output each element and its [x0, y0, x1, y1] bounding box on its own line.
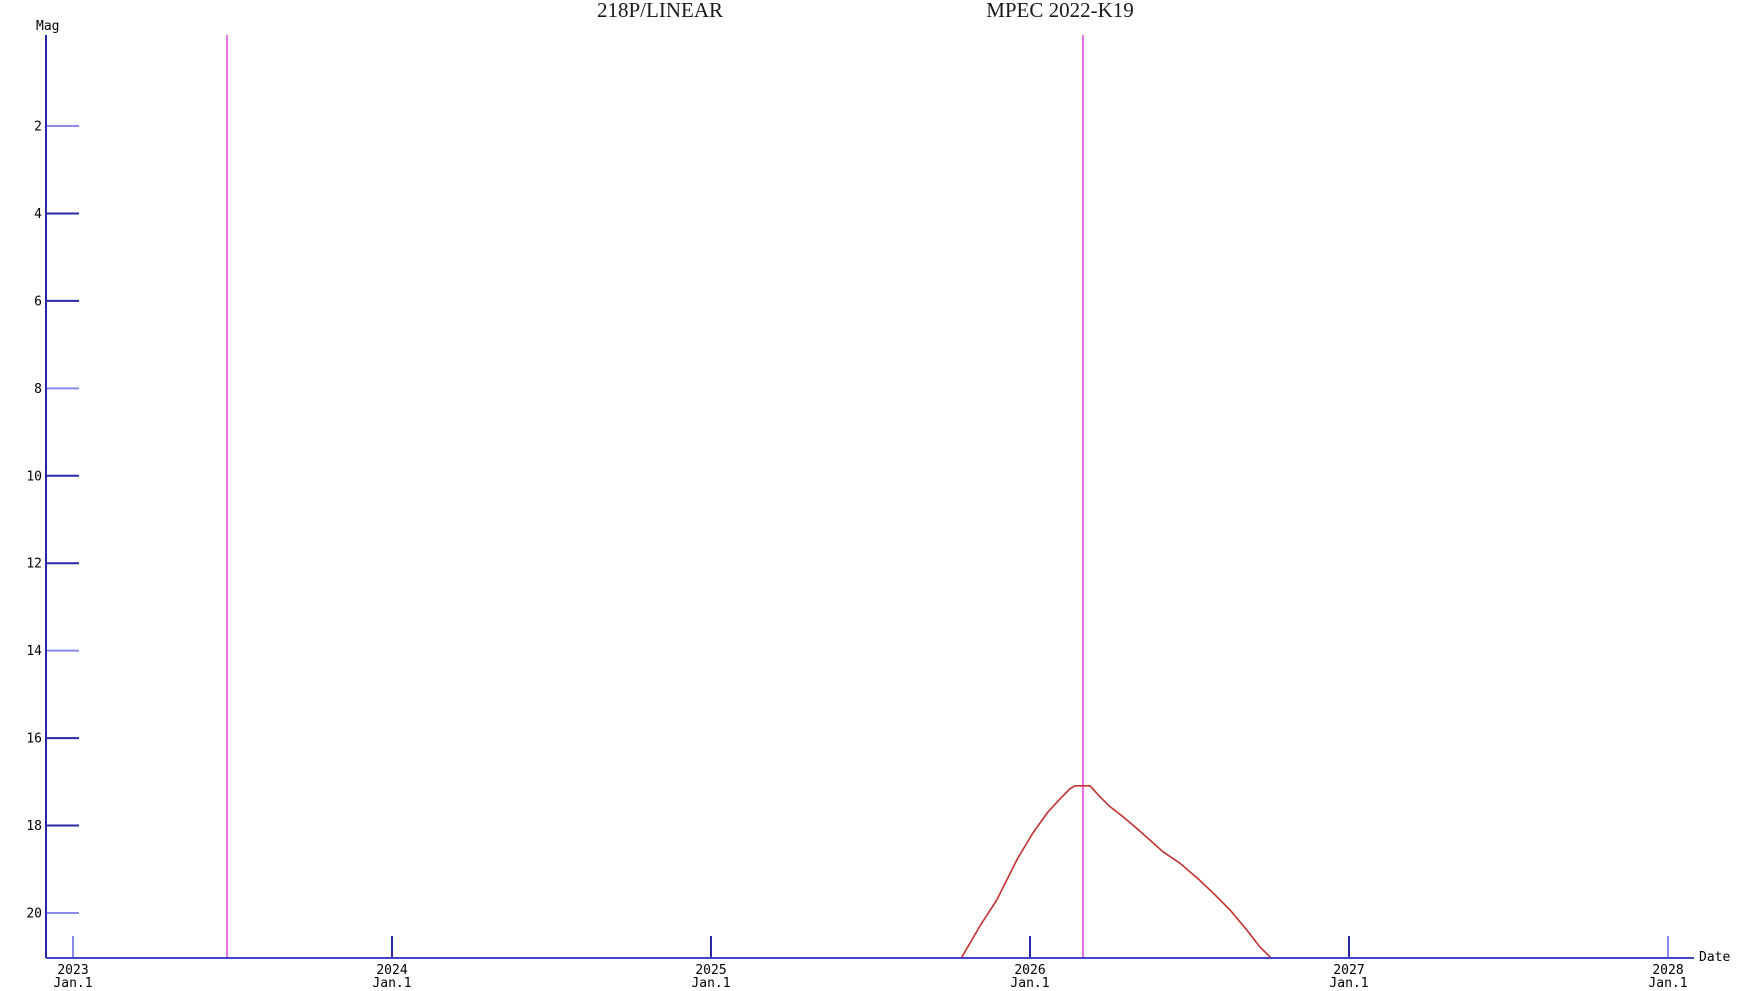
y-tick-label: 2 [34, 120, 42, 135]
x-tick-label-year: 2026 [1014, 963, 1045, 978]
y-tick-label: 10 [26, 469, 42, 484]
x-tick-label-year: 2027 [1333, 963, 1364, 978]
y-tick-label: 12 [26, 557, 42, 572]
x-tick-label-year: 2024 [376, 963, 407, 978]
chart-title: 218P/LINEAR [597, 0, 723, 22]
x-tick-label-year: 2025 [695, 963, 726, 978]
x-tick-label-year: 2023 [57, 963, 88, 978]
x-tick-label-date: Jan.1 [1010, 976, 1049, 991]
x-tick-label-date: Jan.1 [372, 976, 411, 991]
x-axis-label: Date [1699, 950, 1731, 965]
y-tick-label: 20 [26, 907, 42, 922]
y-tick-label: 6 [34, 294, 42, 309]
y-tick-label: 18 [26, 819, 42, 834]
y-tick-label: 14 [26, 644, 42, 659]
x-tick-label-date: Jan.1 [1329, 976, 1368, 991]
x-tick-label-year: 2028 [1652, 963, 1683, 978]
y-axis-label: Mag [36, 19, 60, 34]
y-tick-label: 8 [34, 382, 42, 397]
lightcurve-line [961, 784, 1271, 958]
y-tick-label: 16 [26, 732, 42, 747]
x-tick-label-date: Jan.1 [1648, 976, 1687, 991]
chart-subtitle: MPEC 2022-K19 [986, 0, 1134, 22]
x-tick-label-date: Jan.1 [53, 976, 92, 991]
y-tick-label: 4 [34, 207, 42, 222]
x-tick-label-date: Jan.1 [691, 976, 730, 991]
